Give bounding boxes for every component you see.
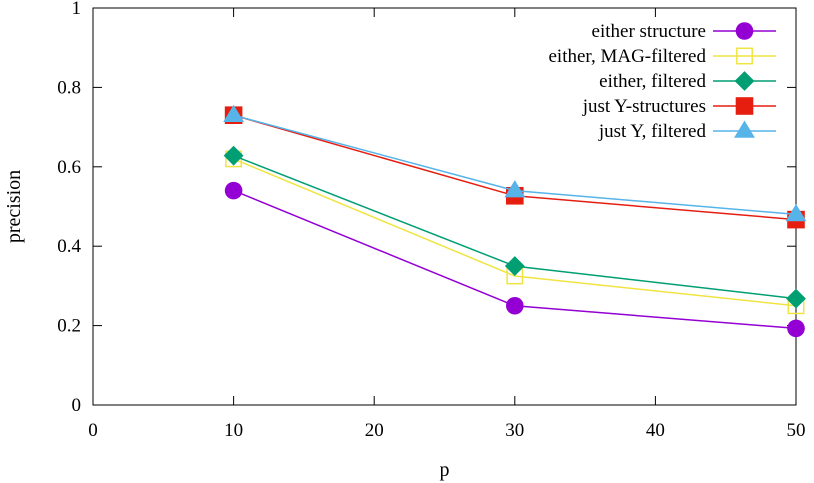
series-3 bbox=[223, 145, 806, 309]
data-point bbox=[506, 296, 524, 315]
legend-item: either, MAG-filtered bbox=[548, 46, 776, 67]
legend-label: either, filtered bbox=[599, 71, 706, 92]
legend-item: either structure bbox=[592, 21, 776, 42]
series-4 bbox=[224, 106, 805, 229]
series-5 bbox=[223, 104, 807, 222]
x-tick-label: 40 bbox=[646, 420, 665, 441]
y-tick-label: 1 bbox=[72, 0, 82, 19]
legend-item: just Y, filtered bbox=[598, 120, 776, 142]
x-tick-label: 0 bbox=[88, 420, 98, 441]
legend-marker bbox=[734, 120, 755, 138]
series-line bbox=[233, 158, 797, 307]
data-point bbox=[223, 104, 245, 122]
legend-marker bbox=[735, 97, 754, 115]
x-axis-title: p bbox=[440, 459, 450, 481]
y-tick-label: 0.2 bbox=[57, 316, 81, 337]
legend-item: either, filtered bbox=[599, 71, 776, 92]
data-point bbox=[787, 319, 805, 338]
x-tick-label: 10 bbox=[224, 420, 243, 441]
legend: either structure either, MAG-filtered eith… bbox=[548, 21, 776, 142]
y-axis-title: precision bbox=[3, 170, 25, 243]
x-tick-label: 20 bbox=[365, 420, 384, 441]
legend-marker bbox=[735, 22, 754, 40]
data-point bbox=[224, 181, 243, 200]
series-1 bbox=[224, 181, 805, 338]
series-line bbox=[233, 155, 797, 300]
plot-frame bbox=[92, 7, 797, 406]
legend-marker bbox=[736, 47, 753, 65]
legend-label: either, MAG-filtered bbox=[548, 46, 706, 67]
legend-label: just Y, filtered bbox=[598, 121, 707, 142]
data-point bbox=[504, 180, 526, 198]
legend-marker bbox=[734, 71, 755, 91]
legend-label: either structure bbox=[592, 21, 706, 42]
legend-label: just Y-structures bbox=[582, 96, 706, 117]
legend-item: just Y-structures bbox=[582, 96, 776, 117]
data-point bbox=[785, 203, 807, 222]
series-layer bbox=[223, 104, 807, 338]
y-tick-label: 0.6 bbox=[57, 157, 81, 178]
data-point bbox=[504, 256, 525, 276]
axis-ticks: 0 10 20 30 40 50 0 0.2 0.4 0.6 0.8 1 bbox=[57, 0, 805, 441]
y-tick-label: 0.4 bbox=[57, 236, 81, 257]
y-tick-label: 0 bbox=[72, 395, 82, 416]
data-point bbox=[223, 145, 244, 166]
x-tick-label: 30 bbox=[505, 420, 524, 441]
x-tick-label: 50 bbox=[787, 420, 806, 441]
y-tick-label: 0.8 bbox=[57, 77, 81, 98]
data-point bbox=[786, 288, 806, 309]
